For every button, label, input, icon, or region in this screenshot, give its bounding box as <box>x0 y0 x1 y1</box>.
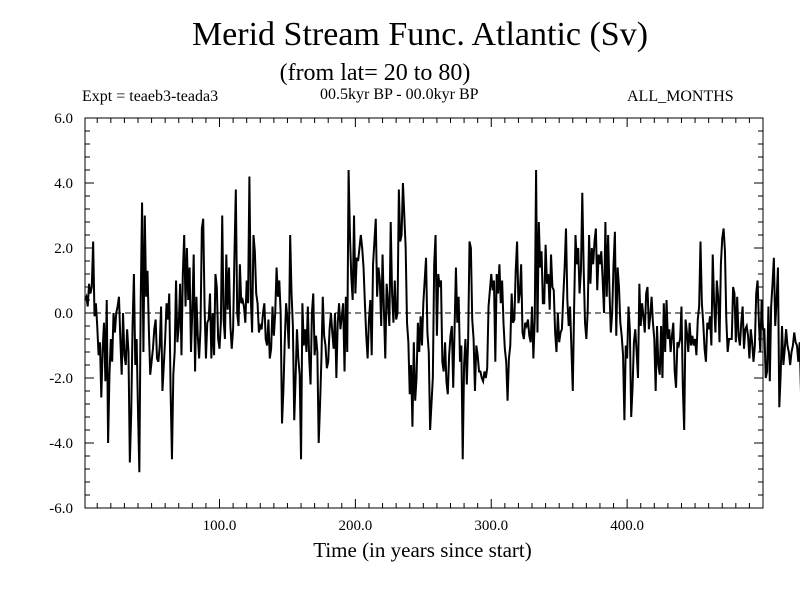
y-tick-label: 0.0 <box>54 306 73 322</box>
y-tick-label: -4.0 <box>49 436 73 452</box>
period-label: 00.5kyr BP - 00.0kyr BP <box>320 86 479 103</box>
y-tick-label: -2.0 <box>49 371 73 387</box>
plot-frame <box>84 117 764 509</box>
x-tick-label: 400.0 <box>610 518 644 534</box>
y-tick-label: 6.0 <box>54 111 73 127</box>
series-line <box>84 169 800 473</box>
y-tick-label: 4.0 <box>54 176 73 192</box>
chart-title: Merid Stream Func. Atlantic (Sv) <box>191 16 649 53</box>
experiment-label: Expt = teaeb3-teada3 <box>82 88 219 105</box>
chart-subtitle: (from lat= 20 to 80) <box>279 60 471 86</box>
months-label: ALL_MONTHS <box>627 88 734 105</box>
tick-labels: 100.0 200.0 300.0 400.0 -6.0 -4.0 -2.0 0.0 2.0 4.… <box>49 111 644 534</box>
x-tick-label: 200.0 <box>339 518 373 534</box>
minor-ticks <box>85 118 763 508</box>
y-tick-label: -6.0 <box>49 501 73 517</box>
x-tick-label: 100.0 <box>203 518 237 534</box>
y-tick-label: 2.0 <box>54 241 73 257</box>
x-axis-label: Time (in years since start) <box>313 538 532 562</box>
x-tick-label: 300.0 <box>474 518 508 534</box>
